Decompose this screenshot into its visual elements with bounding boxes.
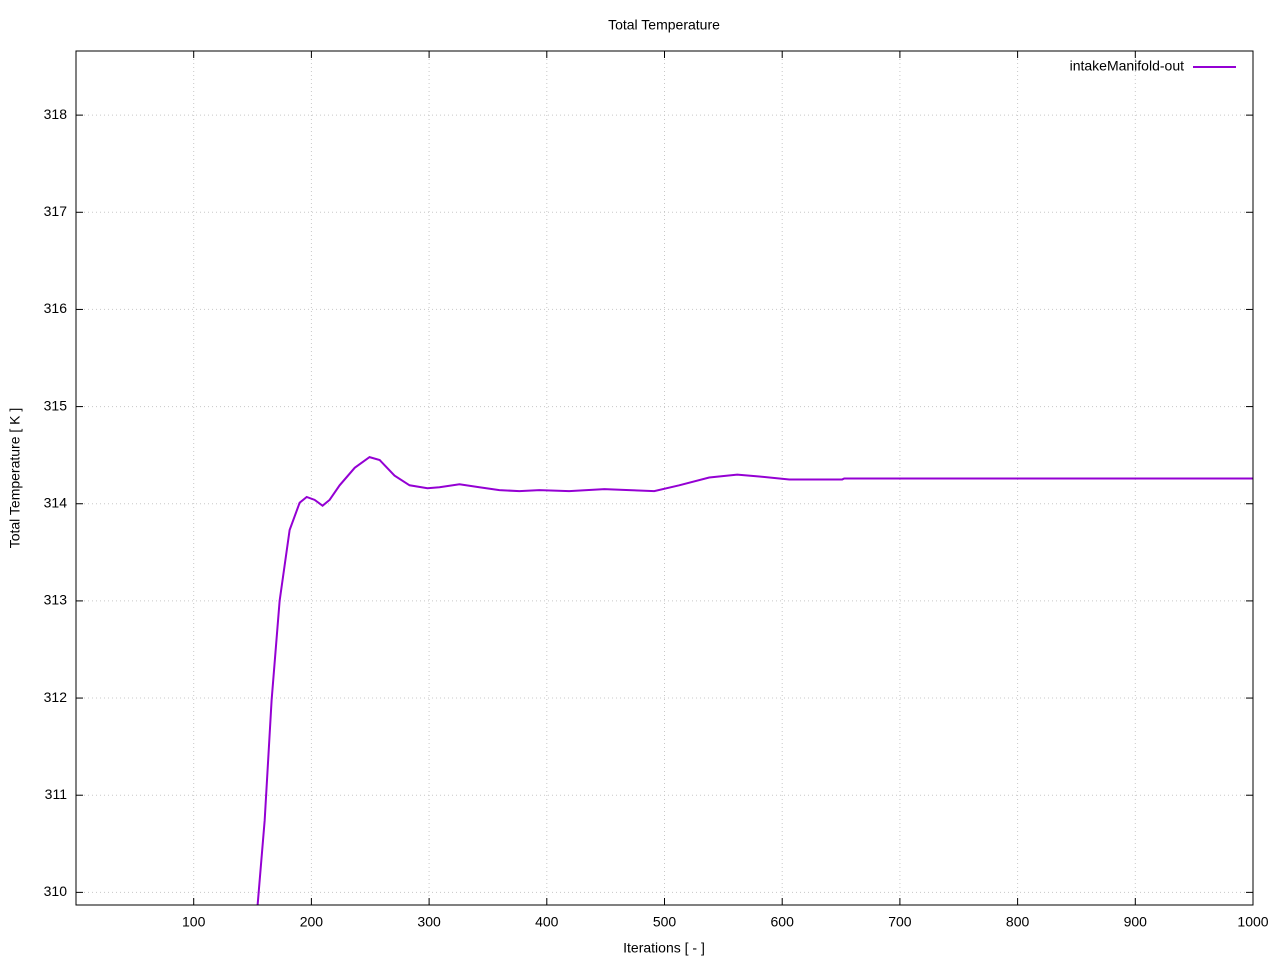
x-tick-label: 100 (182, 914, 206, 930)
y-axis-label: Total Temperature [ K ] (7, 408, 23, 549)
x-tick-label: 700 (888, 914, 912, 930)
y-tick-label: 312 (44, 689, 68, 705)
legend-label: intakeManifold-out (1070, 58, 1185, 74)
legend: intakeManifold-out (1070, 58, 1236, 74)
x-tick-label: 1000 (1237, 914, 1268, 930)
y-tick-label: 310 (44, 883, 68, 899)
x-axis-label: Iterations [ - ] (623, 940, 705, 956)
x-tick-label: 800 (1006, 914, 1030, 930)
y-tick-label: 316 (44, 300, 68, 316)
x-tick-label: 500 (653, 914, 677, 930)
y-tick-label: 315 (44, 397, 68, 413)
y-tick-label: 313 (44, 592, 68, 608)
series-line (256, 456, 1253, 905)
plot-frame (75, 50, 1254, 906)
y-tick-label: 317 (44, 203, 68, 219)
x-tick-label: 300 (417, 914, 441, 930)
x-tick-label: 200 (300, 914, 324, 930)
y-tick-label: 314 (44, 494, 68, 510)
x-tick-label: 900 (1124, 914, 1148, 930)
ticks: 100 200 300 400 500 600 700 800 900 1000 310 311 312… (44, 51, 1269, 930)
chart-title: Total Temperature (608, 17, 720, 33)
y-tick-label: 311 (45, 786, 68, 802)
plot-area (256, 456, 1253, 905)
x-tick-label: 400 (535, 914, 559, 930)
x-tick-label: 600 (771, 914, 795, 930)
y-tick-label: 318 (44, 106, 68, 122)
